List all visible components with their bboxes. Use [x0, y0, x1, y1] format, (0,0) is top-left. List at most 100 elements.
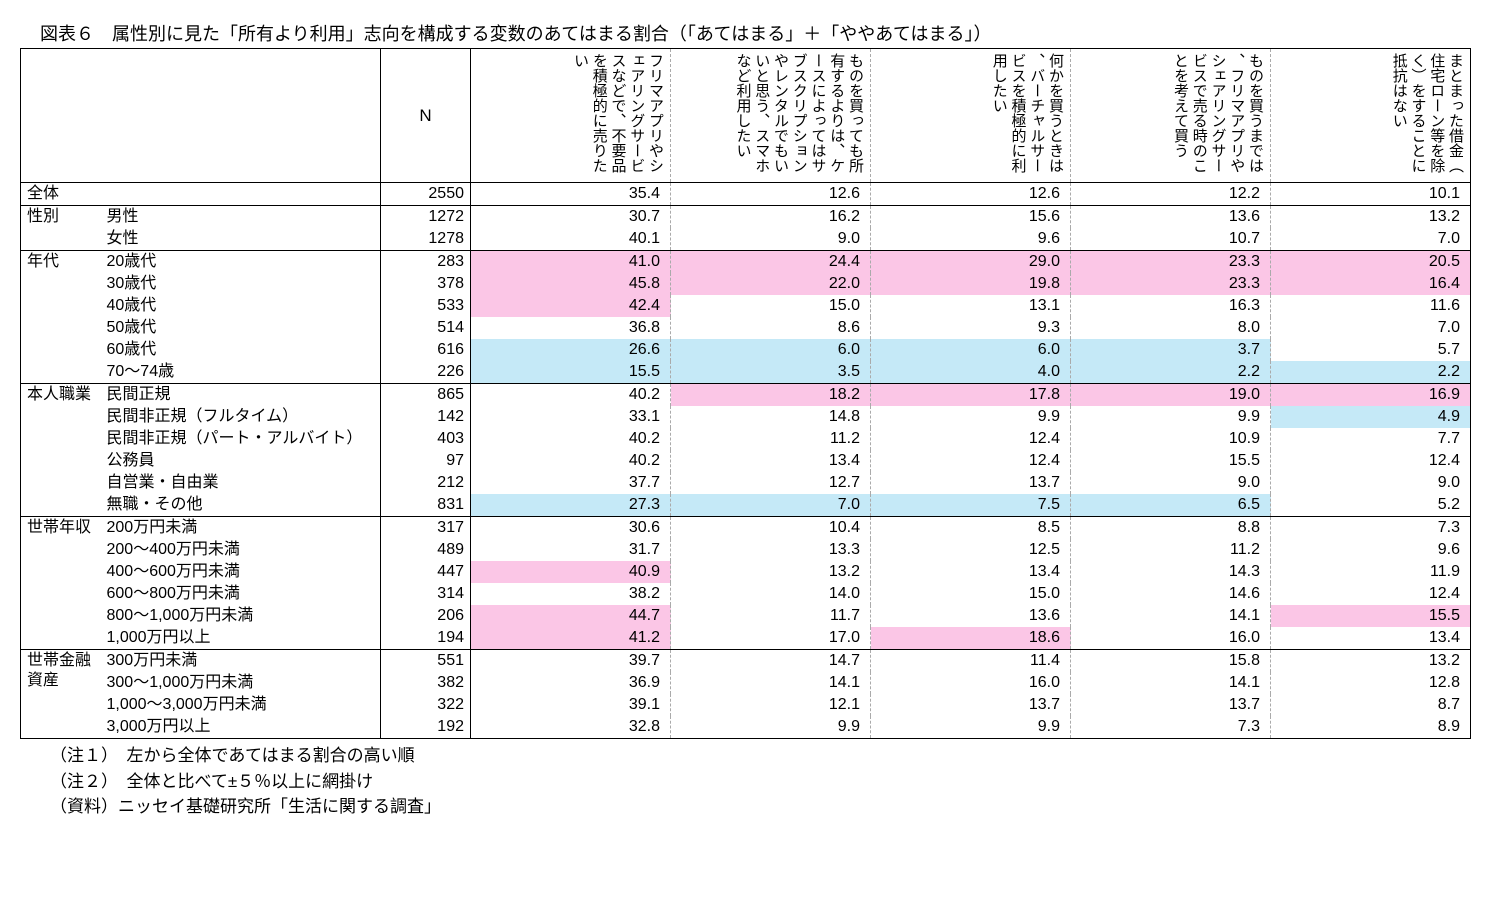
table-row: 本人職業民間正規86540.218.217.819.016.9 [21, 384, 1471, 407]
value-cell: 10.7 [1071, 228, 1271, 251]
table-title: 図表６ 属性別に見た「所有より利用」志向を構成する変数のあてはまる割合（「あては… [20, 20, 1477, 46]
table-row: 世帯年収200万円未満31730.610.48.58.87.3 [21, 517, 1471, 540]
table-body: 全体255035.412.612.612.210.1性別男性127230.716… [21, 183, 1471, 739]
note-3: （資料）ニッセイ基礎研究所「生活に関する調査」 [50, 794, 1477, 820]
value-cell: 15.5 [1271, 605, 1471, 627]
row-label: 20歳代 [101, 251, 381, 274]
row-label: 男性 [101, 206, 381, 229]
value-cell: 11.9 [1271, 561, 1471, 583]
table-row: 性別男性127230.716.215.613.613.2 [21, 206, 1471, 229]
value-cell: 11.7 [671, 605, 871, 627]
value-cell: 19.0 [1071, 384, 1271, 407]
value-cell: 10.4 [671, 517, 871, 540]
value-cell: 16.0 [871, 672, 1071, 694]
value-cell: 14.0 [671, 583, 871, 605]
header-col-1: いを積極的に売りたスなどで、不要品ェアリングサービフリマアプリやシ [471, 49, 671, 183]
row-label: 40歳代 [101, 295, 381, 317]
value-cell: 15.0 [871, 583, 1071, 605]
value-cell: 19.8 [871, 273, 1071, 295]
value-cell: 8.9 [1271, 716, 1471, 739]
value-cell: 14.1 [1071, 605, 1271, 627]
row-label: 400～600万円未満 [101, 561, 381, 583]
value-cell: 41.2 [471, 627, 671, 650]
value-cell: 13.7 [871, 694, 1071, 716]
row-label: 無職・その他 [101, 494, 381, 517]
value-cell: 11.6 [1271, 295, 1471, 317]
category-cell: 世帯年収 [21, 517, 101, 650]
value-cell: 40.2 [471, 384, 671, 407]
row-n: 551 [381, 650, 471, 673]
value-cell: 27.3 [471, 494, 671, 517]
row-n: 514 [381, 317, 471, 339]
row-label: 50歳代 [101, 317, 381, 339]
row-n: 616 [381, 339, 471, 361]
category-cell: 世帯金融資産 [21, 650, 101, 739]
value-cell: 3.5 [671, 361, 871, 384]
row-n: 489 [381, 539, 471, 561]
value-cell: 7.3 [1071, 716, 1271, 739]
value-cell: 3.7 [1071, 339, 1271, 361]
value-cell: 9.9 [1071, 406, 1271, 428]
value-cell: 9.6 [871, 228, 1071, 251]
value-cell: 2.2 [1071, 361, 1271, 384]
note-2: （注２） 全体と比べて±５％以上に網掛け [50, 769, 1477, 795]
row-n: 2550 [381, 183, 471, 206]
row-label: 女性 [101, 228, 381, 251]
value-cell: 13.6 [1071, 206, 1271, 229]
row-n: 314 [381, 583, 471, 605]
header-blank-cat [21, 49, 101, 183]
row-label: 公務員 [101, 450, 381, 472]
value-cell: 39.1 [471, 694, 671, 716]
row-label: 200～400万円未満 [101, 539, 381, 561]
value-cell: 39.7 [471, 650, 671, 673]
data-table: N いを積極的に売りたスなどで、不要品ェアリングサービフリマアプリやシ など利用… [20, 48, 1471, 739]
value-cell: 13.2 [1271, 650, 1471, 673]
value-cell: 6.5 [1071, 494, 1271, 517]
value-cell: 20.5 [1271, 251, 1471, 274]
header-col-2: など利用したいいと思う、スマホやレンタルでもいブスクリプションースによってはサ有… [671, 49, 871, 183]
value-cell: 15.5 [1071, 450, 1271, 472]
table-row: 200～400万円未満48931.713.312.511.29.6 [21, 539, 1471, 561]
value-cell: 26.6 [471, 339, 671, 361]
value-cell: 14.1 [671, 672, 871, 694]
value-cell: 4.0 [871, 361, 1071, 384]
row-label: 600～800万円未満 [101, 583, 381, 605]
value-cell: 7.0 [1271, 317, 1471, 339]
value-cell: 8.0 [1071, 317, 1271, 339]
row-label [101, 183, 381, 206]
value-cell: 17.0 [671, 627, 871, 650]
value-cell: 12.4 [1271, 450, 1471, 472]
value-cell: 40.2 [471, 450, 671, 472]
value-cell: 4.9 [1271, 406, 1471, 428]
row-label: 300万円未満 [101, 650, 381, 673]
value-cell: 12.6 [671, 183, 871, 206]
value-cell: 8.8 [1071, 517, 1271, 540]
table-row: 自営業・自由業21237.712.713.79.09.0 [21, 472, 1471, 494]
value-cell: 14.6 [1071, 583, 1271, 605]
value-cell: 22.0 [671, 273, 871, 295]
value-cell: 7.0 [1271, 228, 1471, 251]
value-cell: 7.5 [871, 494, 1071, 517]
value-cell: 13.2 [1271, 206, 1471, 229]
value-cell: 14.8 [671, 406, 871, 428]
value-cell: 9.0 [1271, 472, 1471, 494]
category-cell: 年代 [21, 251, 101, 384]
value-cell: 16.4 [1271, 273, 1471, 295]
table-row: 世帯金融資産300万円未満55139.714.711.415.813.2 [21, 650, 1471, 673]
header-n: N [381, 49, 471, 183]
header-row: N いを積極的に売りたスなどで、不要品ェアリングサービフリマアプリやシ など利用… [21, 49, 1471, 183]
row-n: 865 [381, 384, 471, 407]
value-cell: 9.6 [1271, 539, 1471, 561]
row-label: 30歳代 [101, 273, 381, 295]
row-label: 70～74歳 [101, 361, 381, 384]
table-row: 60歳代61626.66.06.03.75.7 [21, 339, 1471, 361]
category-cell: 性別 [21, 206, 101, 251]
value-cell: 18.2 [671, 384, 871, 407]
table-row: 年代20歳代28341.024.429.023.320.5 [21, 251, 1471, 274]
row-label: 1,000万円以上 [101, 627, 381, 650]
value-cell: 45.8 [471, 273, 671, 295]
value-cell: 44.7 [471, 605, 671, 627]
value-cell: 8.6 [671, 317, 871, 339]
row-n: 226 [381, 361, 471, 384]
table-row: 300～1,000万円未満38236.914.116.014.112.8 [21, 672, 1471, 694]
